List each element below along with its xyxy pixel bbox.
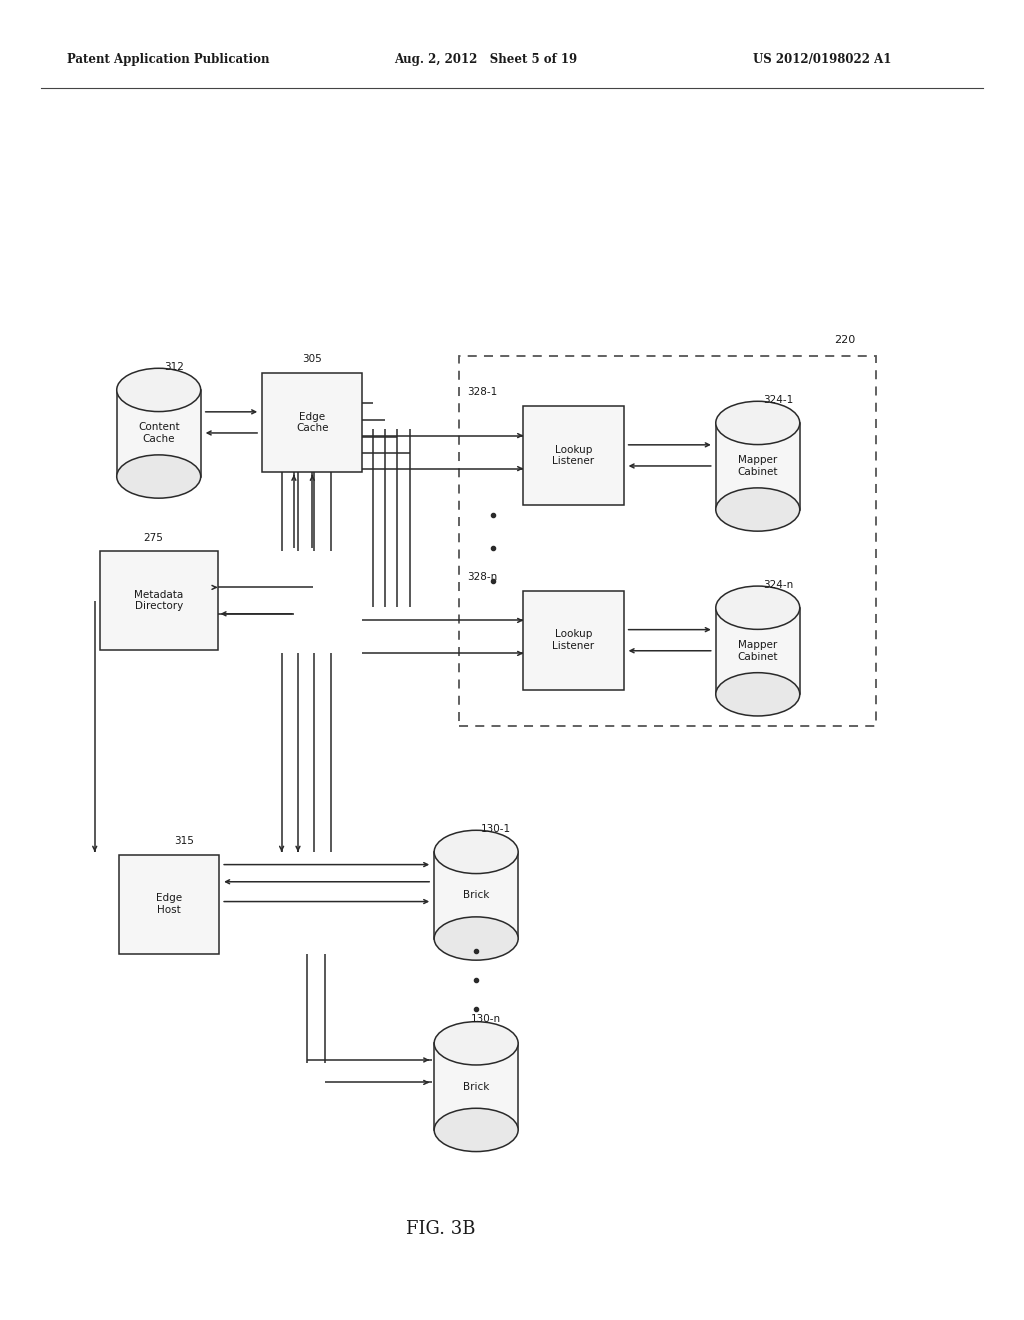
Text: 305: 305 <box>302 354 322 364</box>
Ellipse shape <box>117 455 201 498</box>
Bar <box>119 855 219 953</box>
Ellipse shape <box>434 1022 518 1065</box>
Text: 312: 312 <box>164 363 183 372</box>
Bar <box>459 356 876 726</box>
Text: 328-1: 328-1 <box>467 387 498 397</box>
Text: FIG. 3B: FIG. 3B <box>406 1220 475 1238</box>
Bar <box>117 389 201 477</box>
Bar <box>434 1043 518 1130</box>
Bar <box>523 591 624 689</box>
Text: Lookup
Listener: Lookup Listener <box>552 630 595 651</box>
Text: 130-n: 130-n <box>471 1014 501 1024</box>
Text: Edge
Host: Edge Host <box>156 894 182 915</box>
Text: 315: 315 <box>174 836 194 846</box>
Text: 275: 275 <box>143 532 163 543</box>
Ellipse shape <box>716 673 800 715</box>
Text: Brick: Brick <box>463 1081 489 1092</box>
Text: 130-1: 130-1 <box>481 825 511 834</box>
Text: 324-1: 324-1 <box>763 396 794 405</box>
Text: Metadata
Directory: Metadata Directory <box>134 590 183 611</box>
Text: US 2012/0198022 A1: US 2012/0198022 A1 <box>753 53 891 66</box>
Text: 324-n: 324-n <box>763 581 794 590</box>
Ellipse shape <box>117 368 201 412</box>
Text: Lookup
Listener: Lookup Listener <box>552 445 595 466</box>
Ellipse shape <box>716 586 800 630</box>
Ellipse shape <box>434 1109 518 1151</box>
Text: Brick: Brick <box>463 890 489 900</box>
Text: Aug. 2, 2012   Sheet 5 of 19: Aug. 2, 2012 Sheet 5 of 19 <box>394 53 578 66</box>
Ellipse shape <box>434 830 518 874</box>
Bar <box>523 407 624 504</box>
Bar <box>716 422 800 510</box>
Bar <box>100 552 218 649</box>
Ellipse shape <box>716 401 800 445</box>
Bar <box>262 372 362 471</box>
Bar <box>434 851 518 939</box>
Text: Content
Cache: Content Cache <box>138 422 179 444</box>
Ellipse shape <box>434 917 518 960</box>
Bar <box>716 607 800 694</box>
Text: Edge
Cache: Edge Cache <box>296 412 329 433</box>
Ellipse shape <box>716 488 800 531</box>
Text: 220: 220 <box>835 335 856 346</box>
Text: 328-n: 328-n <box>467 572 498 582</box>
Text: Mapper
Cabinet: Mapper Cabinet <box>737 455 778 477</box>
Text: Mapper
Cabinet: Mapper Cabinet <box>737 640 778 661</box>
Text: Patent Application Publication: Patent Application Publication <box>67 53 269 66</box>
